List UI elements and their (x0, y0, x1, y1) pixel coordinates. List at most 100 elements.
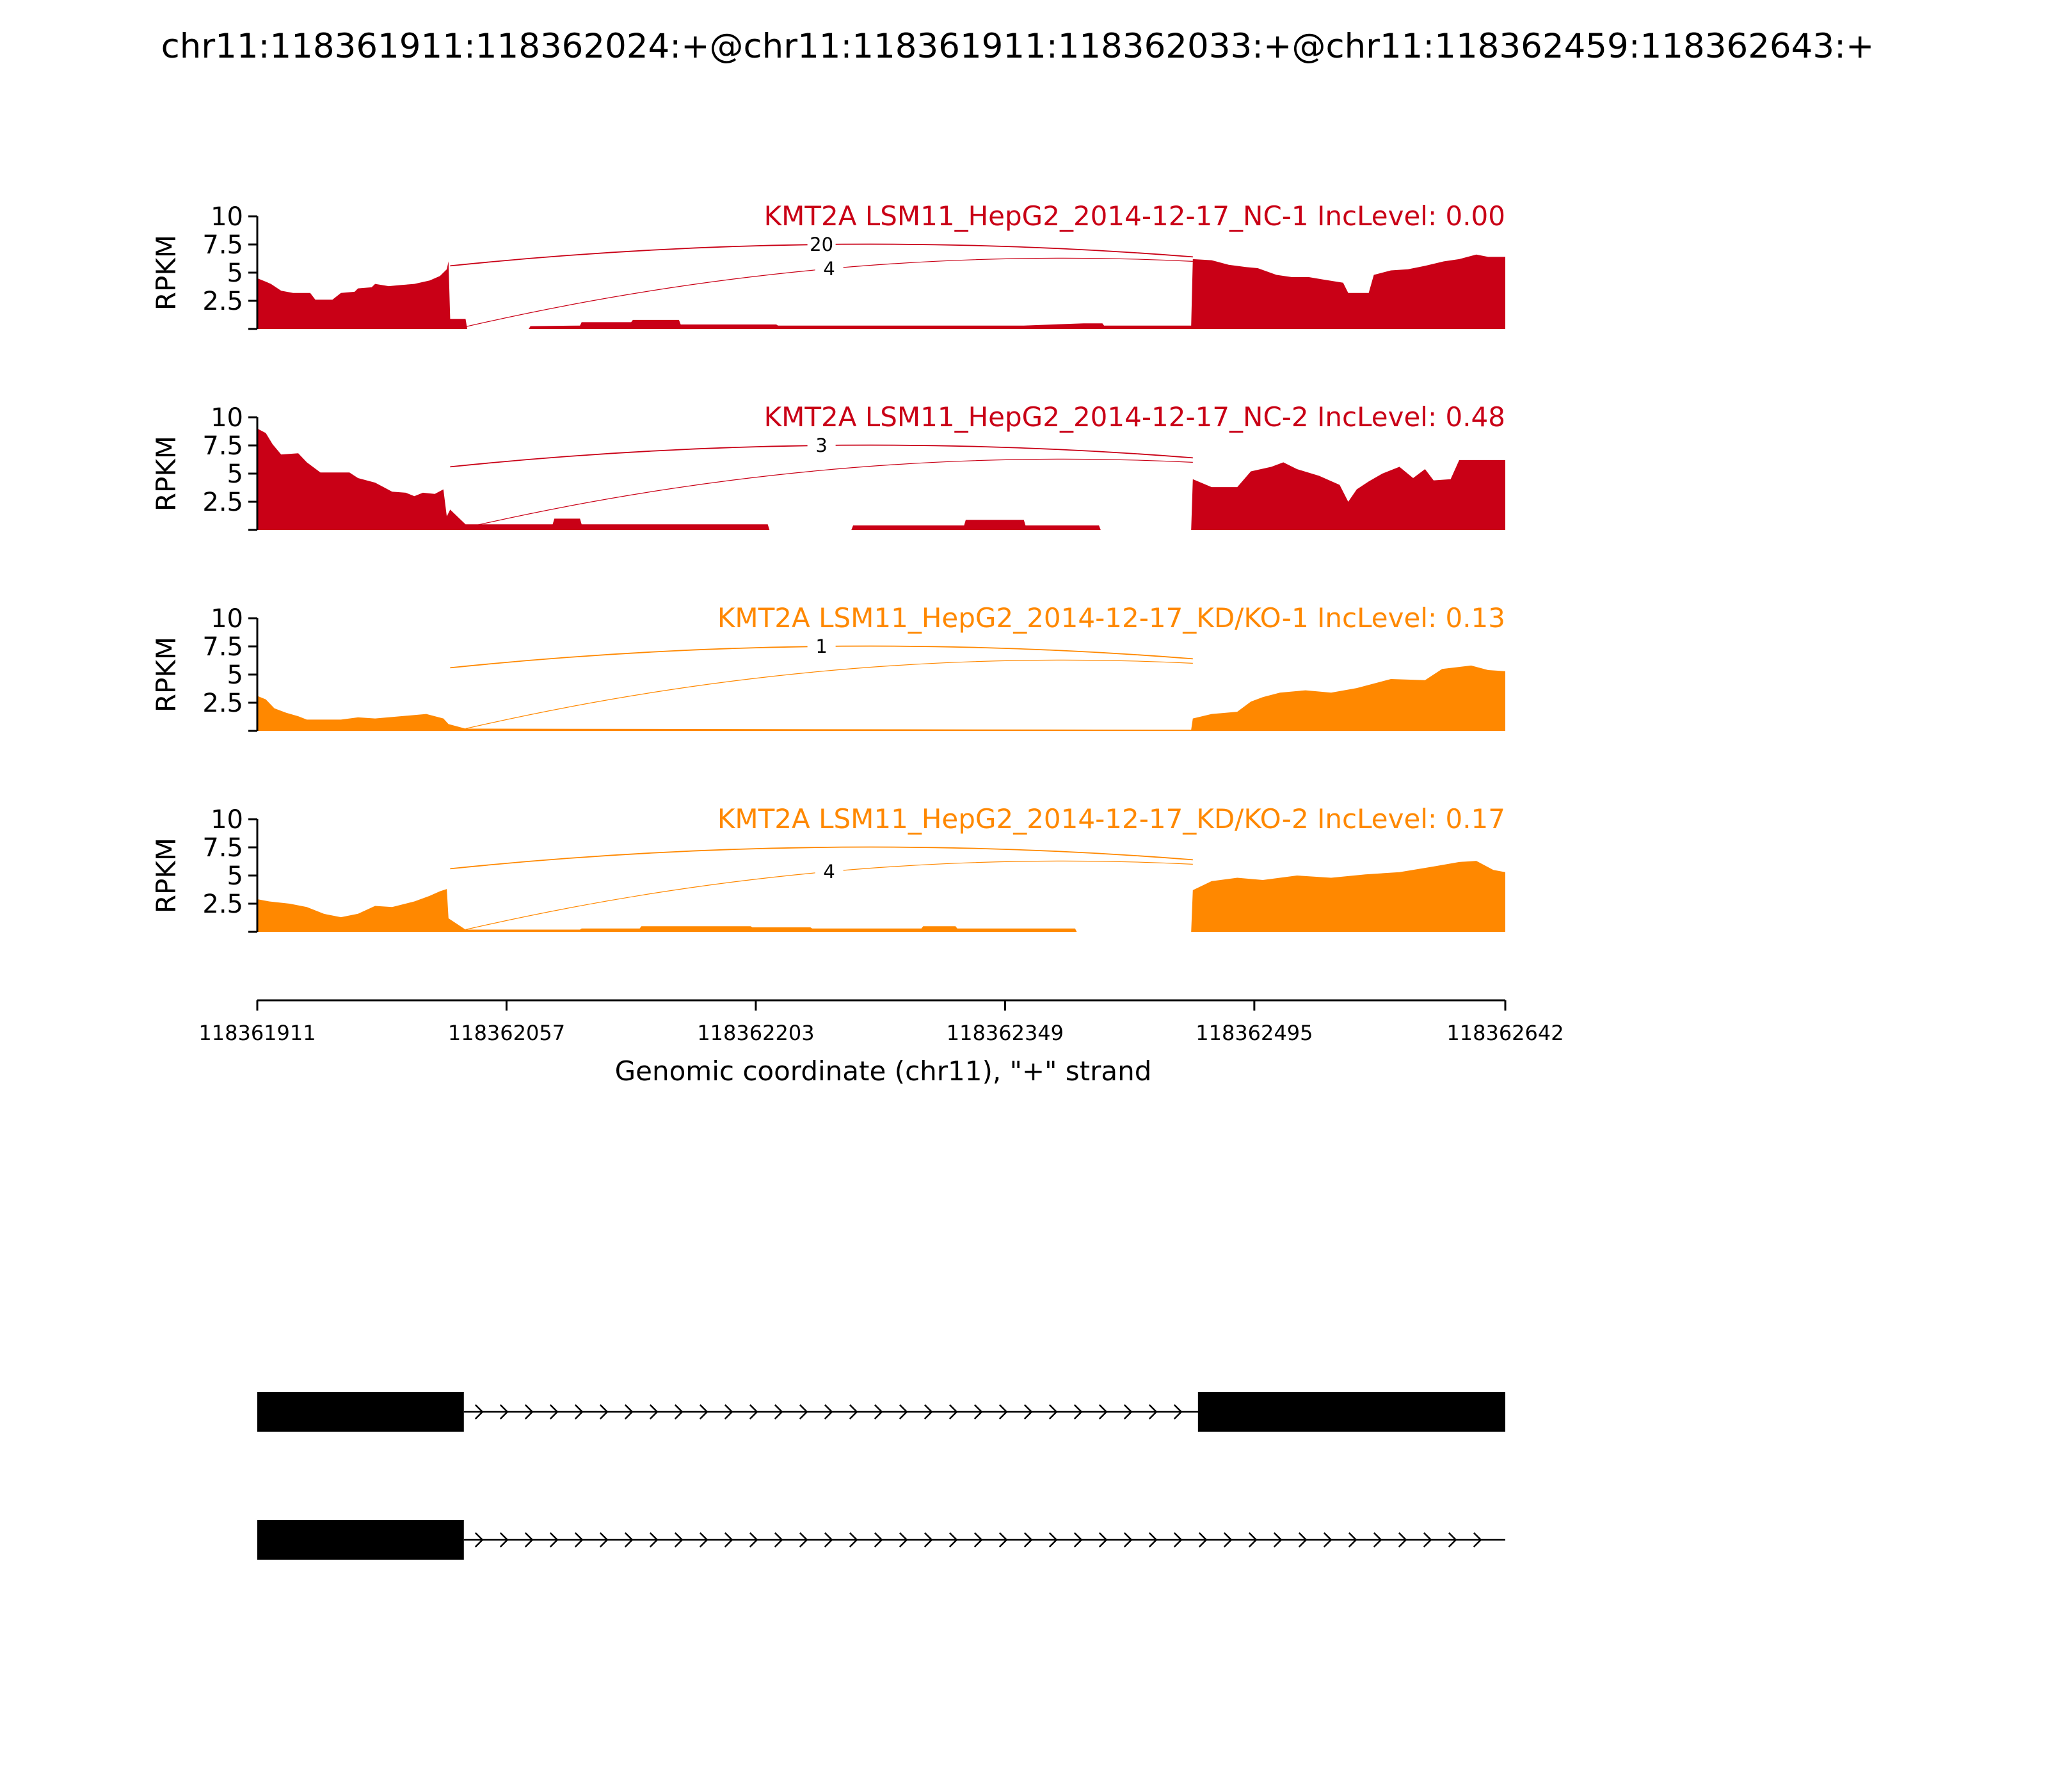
strand-arrow (1198, 1532, 1208, 1548)
strand-arrow (948, 1404, 958, 1420)
coverage-area (257, 665, 1505, 731)
transcript-models (257, 1392, 1505, 1560)
y-tick-label: 2.5 (202, 287, 243, 316)
y-tick-label: 2.5 (202, 689, 243, 718)
sample-label: KMT2A LSM11_HepG2_2014-12-17_NC-1 IncLev… (764, 200, 1505, 232)
strand-arrow (973, 1404, 983, 1420)
strand-arrow (924, 1404, 933, 1420)
strand-arrow (874, 1532, 883, 1548)
junction-label-bg (815, 257, 844, 280)
y-tick-label: 7.5 (202, 431, 243, 461)
strand-arrow (1048, 1404, 1058, 1420)
x-tick-label: 118362642 (1446, 1021, 1564, 1045)
strand-arrow (699, 1532, 708, 1548)
strand-arrow (1123, 1532, 1133, 1548)
x-axis: 118361911 118362057 118362203 118362349 1183… (198, 999, 1564, 1045)
strand-arrow (474, 1532, 484, 1548)
strand-arrow (499, 1404, 509, 1420)
strand-arrow (549, 1404, 559, 1420)
strand-arrow (599, 1404, 609, 1420)
y-tick-label: 5 (227, 460, 243, 489)
strand-arrow (774, 1532, 783, 1548)
strand-arrow (1298, 1532, 1308, 1548)
coverage-area (257, 861, 1505, 932)
coverage-area (257, 428, 1505, 530)
strand-arrow (1323, 1532, 1332, 1548)
x-tick-label: 118362495 (1196, 1021, 1313, 1045)
strand-arrow (1173, 1404, 1183, 1420)
strand-arrow (724, 1404, 733, 1420)
y-tick-label: 2.5 (202, 890, 243, 919)
y-tick-label: 7.5 (202, 230, 243, 260)
exon-block (257, 1520, 464, 1560)
strand-arrow (1273, 1532, 1283, 1548)
strand-arrow (499, 1532, 509, 1548)
strand-arrow (599, 1532, 609, 1548)
y-axis-label: RPKM (150, 637, 182, 712)
junction-label-bg (815, 860, 844, 883)
junction-arc (465, 659, 1193, 730)
strand-arrow (1123, 1404, 1133, 1420)
strand-arrow (649, 1404, 659, 1420)
strand-arrow (824, 1404, 833, 1420)
strand-arrow (874, 1404, 883, 1420)
strand-arrow (749, 1404, 758, 1420)
junction-label-bg (807, 233, 836, 256)
strand-arrow (674, 1532, 684, 1548)
strand-arrow (774, 1404, 783, 1420)
strand-arrow (924, 1532, 933, 1548)
panel-1: 20 4 2.557.510 RPKM KMT2A LSM11_HepG2_2014-1… (150, 200, 1505, 330)
strand-arrow (998, 1404, 1008, 1420)
strand-arrow (849, 1404, 858, 1420)
y-tick-label: 5 (227, 861, 243, 891)
strand-arrow (1148, 1532, 1158, 1548)
strand-arrow (574, 1532, 584, 1548)
strand-arrow (1048, 1532, 1058, 1548)
transcript-2 (257, 1520, 1505, 1560)
strand-arrow (1373, 1532, 1382, 1548)
coverage-area (257, 254, 1505, 329)
junction-count: 20 (810, 234, 833, 255)
y-tick-label: 10 (211, 403, 243, 433)
strand-arrow (1073, 1532, 1083, 1548)
strand-arrow (674, 1404, 684, 1420)
y-tick-label: 7.5 (202, 833, 243, 863)
x-tick-label: 118362203 (697, 1021, 814, 1045)
strand-arrow (1348, 1532, 1357, 1548)
y-tick-label: 5 (227, 259, 243, 288)
panel-4: 4 2.557.510 RPKM KMT2A LSM11_HepG2_2014-12-… (150, 803, 1505, 933)
sample-label: KMT2A LSM11_HepG2_2014-12-17_KD/KO-2 Inc… (717, 803, 1505, 835)
strand-arrow (1023, 1404, 1033, 1420)
x-axis-label: Genomic coordinate (chr11), "+" strand (615, 1055, 1152, 1087)
junction-label-bg (807, 635, 836, 658)
strand-arrow (1473, 1532, 1482, 1548)
y-tick-label: 10 (211, 604, 243, 634)
strand-arrow (973, 1532, 983, 1548)
y-axis-label: RPKM (150, 838, 182, 913)
y-tick-label: 7.5 (202, 632, 243, 662)
junction-count: 4 (823, 258, 835, 280)
strand-arrow (549, 1532, 559, 1548)
strand-arrow (749, 1532, 758, 1548)
strand-arrow (474, 1404, 484, 1420)
panel-2: 3 2.557.510 RPKM KMT2A LSM11_HepG2_2014-12-… (150, 401, 1505, 531)
transcript-1 (257, 1392, 1505, 1432)
strand-arrow (649, 1532, 659, 1548)
y-tick-label: 5 (227, 660, 243, 690)
junction-arc (465, 458, 1193, 529)
strand-arrow (998, 1532, 1008, 1548)
strand-arrow (1448, 1532, 1457, 1548)
y-tick-label: 2.5 (202, 488, 243, 517)
sample-label: KMT2A LSM11_HepG2_2014-12-17_NC-2 IncLev… (764, 401, 1505, 433)
strand-arrow (624, 1404, 634, 1420)
strand-arrow (824, 1532, 833, 1548)
strand-arrow (624, 1532, 634, 1548)
x-tick-label: 118362057 (448, 1021, 565, 1045)
junction-count: 1 (815, 636, 827, 657)
sample-label: KMT2A LSM11_HepG2_2014-12-17_KD/KO-1 Inc… (717, 602, 1505, 634)
strand-arrow (799, 1404, 808, 1420)
junction-arc (450, 846, 1193, 870)
panel-3: 1 2.557.510 RPKM KMT2A LSM11_HepG2_2014-12-… (150, 602, 1505, 732)
